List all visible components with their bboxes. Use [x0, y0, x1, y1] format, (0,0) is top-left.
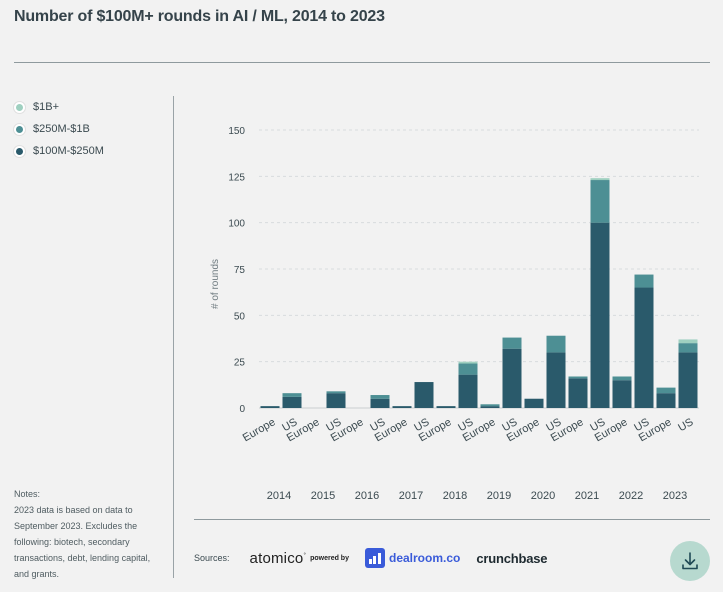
- bar-segment: [414, 382, 434, 408]
- bar-segment: [370, 398, 390, 408]
- year-label: 2020: [531, 490, 555, 502]
- bar-segment: [458, 363, 478, 375]
- year-label: 2018: [443, 490, 467, 502]
- bar-segment: [546, 352, 566, 408]
- year-label: 2022: [619, 490, 643, 502]
- legend-dot-1b-plus: [14, 101, 25, 113]
- crunchbase-logo[interactable]: crunchbase: [476, 550, 548, 566]
- bar-segment: [590, 222, 610, 408]
- bar-segment: [392, 406, 412, 408]
- legend-label-1b-plus: $1B+: [33, 101, 59, 113]
- bar-segment: [612, 376, 632, 381]
- year-label: 2016: [355, 490, 379, 502]
- bar-segment: [568, 378, 588, 408]
- bar-segment: [326, 391, 346, 394]
- bar-segment: [612, 380, 632, 408]
- legend-item-100m-250m[interactable]: $100M-$250M: [14, 140, 104, 162]
- bar-segment: [656, 387, 676, 394]
- download-icon: [682, 552, 698, 570]
- y-tick-label: 75: [234, 265, 246, 276]
- atomico-logo[interactable]: atomico°: [249, 549, 307, 567]
- notes: Notes: 2023 data is based on data to Sep…: [14, 486, 154, 582]
- y-tick-label: 50: [234, 311, 246, 322]
- legend-item-250m-1b[interactable]: $250M-$1B: [14, 118, 104, 140]
- x-tick-label: Europe: [241, 416, 278, 444]
- bar-segment: [568, 376, 588, 379]
- atomico-logo-text: atomico: [249, 549, 304, 567]
- year-label: 2023: [663, 490, 687, 502]
- y-axis-label: # of rounds: [210, 259, 221, 309]
- year-label: 2019: [487, 490, 511, 502]
- bar-segment: [326, 393, 346, 408]
- bar-segment: [458, 374, 478, 408]
- sources: Sources: atomico° powered by dealroom.co…: [194, 544, 548, 572]
- bar-segment: [282, 396, 302, 408]
- powered-by-label: powered by: [310, 554, 349, 562]
- notes-text: 2023 data is based on data to September …: [14, 505, 151, 579]
- bar-segment: [634, 274, 654, 288]
- legend-dot-250m-1b: [14, 123, 25, 135]
- bar-segment: [678, 343, 698, 353]
- bar-segment: [260, 406, 280, 408]
- bar-segment: [546, 335, 566, 353]
- legend-item-1b-plus[interactable]: $1B+: [14, 96, 104, 118]
- bar-segment: [524, 398, 544, 408]
- download-button[interactable]: [670, 541, 710, 581]
- y-tick-label: 150: [228, 126, 245, 137]
- bar-segment: [480, 406, 500, 408]
- sources-label: Sources:: [194, 553, 230, 563]
- bar-segment: [282, 393, 302, 397]
- y-tick-label: 0: [239, 404, 245, 415]
- y-tick-label: 100: [228, 219, 245, 230]
- bar-segment: [590, 180, 610, 223]
- bar-segment: [634, 287, 654, 408]
- sidebar-divider: [173, 96, 174, 578]
- year-label: 2017: [399, 490, 423, 502]
- bar-segment: [590, 178, 610, 181]
- legend-dot-100m-250m: [14, 145, 25, 157]
- bar-segment: [502, 337, 522, 349]
- y-tick-label: 125: [228, 172, 245, 183]
- bar-segment: [436, 406, 456, 408]
- x-tick-label: US: [676, 416, 695, 434]
- bar-segment: [678, 352, 698, 408]
- footer-divider: [194, 519, 710, 520]
- dealroom-logo-text: dealroom.co: [388, 551, 461, 565]
- y-tick-label: 25: [234, 358, 246, 369]
- bar-segment: [502, 348, 522, 408]
- bar-segment: [370, 395, 390, 399]
- year-label: 2021: [575, 490, 599, 502]
- notes-heading: Notes:: [14, 489, 41, 499]
- year-label: 2015: [311, 490, 335, 502]
- dealroom-mark-icon: [364, 548, 385, 568]
- title-divider: [14, 62, 710, 63]
- legend-label-100m-250m: $100M-$250M: [33, 145, 104, 157]
- bar-segment: [656, 393, 676, 408]
- year-label: 2014: [267, 490, 291, 502]
- legend: $1B+ $250M-$1B $100M-$250M: [14, 96, 104, 162]
- bar-segment: [458, 361, 478, 364]
- bar-segment: [678, 339, 698, 344]
- dealroom-logo[interactable]: dealroom.co: [364, 548, 461, 568]
- legend-label-250m-1b: $250M-$1B: [33, 123, 90, 135]
- bar-segment: [480, 404, 500, 407]
- chart-title: Number of $100M+ rounds in AI / ML, 2014…: [14, 8, 385, 25]
